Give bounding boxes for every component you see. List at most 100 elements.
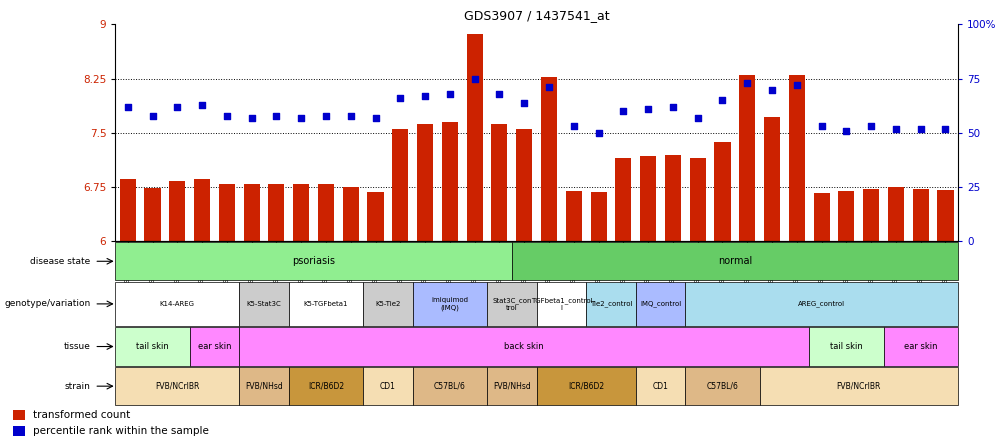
Bar — [565, 191, 581, 242]
Bar — [367, 191, 383, 242]
Text: imiquimod
(IMQ): imiquimod (IMQ) — [431, 297, 468, 311]
Point — [269, 112, 285, 119]
Bar — [590, 192, 606, 242]
Bar — [412, 282, 487, 326]
Bar — [738, 75, 755, 242]
Point — [466, 75, 482, 82]
Bar — [243, 184, 260, 242]
Bar — [318, 183, 334, 242]
Bar — [540, 77, 556, 242]
Text: K14-AREG: K14-AREG — [159, 301, 194, 307]
Text: back skin: back skin — [504, 342, 543, 351]
Text: FVB/NCrIBR: FVB/NCrIBR — [836, 382, 880, 391]
Point — [614, 108, 630, 115]
Point — [169, 103, 185, 111]
Bar — [363, 367, 412, 405]
Bar — [684, 282, 957, 326]
Text: strain: strain — [64, 382, 90, 391]
Point — [491, 90, 507, 97]
Bar — [417, 124, 433, 242]
Point — [516, 99, 532, 106]
Bar — [119, 178, 135, 242]
Text: FVB/NHsd: FVB/NHsd — [244, 382, 283, 391]
Text: ear skin: ear skin — [903, 342, 937, 351]
Text: tail skin: tail skin — [136, 342, 168, 351]
Bar — [585, 282, 635, 326]
Bar — [639, 156, 655, 242]
Point — [689, 114, 705, 121]
Text: FVB/NCrIBR: FVB/NCrIBR — [155, 382, 199, 391]
Bar — [684, 367, 759, 405]
Text: AREG_control: AREG_control — [798, 301, 845, 307]
Point — [343, 112, 359, 119]
Text: percentile rank within the sample: percentile rank within the sample — [33, 426, 208, 436]
Point — [912, 125, 928, 132]
Text: TGFbeta1_control
l: TGFbeta1_control l — [530, 297, 591, 311]
Text: ICR/B6D2: ICR/B6D2 — [567, 382, 603, 391]
Bar — [269, 183, 285, 242]
Bar — [635, 367, 684, 405]
Bar — [289, 367, 363, 405]
Text: tail skin: tail skin — [829, 342, 862, 351]
Bar — [289, 282, 363, 326]
Point — [392, 95, 408, 102]
Bar — [809, 328, 883, 365]
Text: IMQ_control: IMQ_control — [639, 301, 680, 307]
Bar — [193, 178, 210, 242]
Bar — [115, 328, 189, 365]
Text: ear skin: ear skin — [197, 342, 231, 351]
Title: GDS3907 / 1437541_at: GDS3907 / 1437541_at — [463, 9, 609, 22]
Bar — [813, 193, 829, 242]
Bar — [189, 328, 239, 365]
Bar — [392, 129, 408, 242]
Bar — [912, 189, 928, 242]
Bar — [115, 282, 239, 326]
Text: C57BL/6: C57BL/6 — [705, 382, 737, 391]
Point — [119, 103, 135, 111]
Bar — [536, 282, 585, 326]
Bar — [239, 282, 289, 326]
Bar — [516, 129, 532, 242]
Bar — [169, 182, 185, 242]
Text: normal: normal — [717, 256, 752, 266]
Bar — [614, 158, 631, 242]
Bar — [487, 367, 536, 405]
Text: Tie2_control: Tie2_control — [589, 301, 631, 307]
Text: Stat3C_con
trol: Stat3C_con trol — [492, 297, 531, 311]
Bar — [12, 426, 25, 436]
Bar — [764, 117, 780, 242]
Point — [218, 112, 234, 119]
Bar — [12, 410, 25, 420]
Text: C57BL/6: C57BL/6 — [434, 382, 465, 391]
Point — [367, 114, 383, 121]
Bar — [635, 282, 684, 326]
Bar — [293, 184, 309, 242]
Point — [565, 123, 581, 130]
Text: ICR/B6D2: ICR/B6D2 — [308, 382, 344, 391]
Bar — [491, 124, 507, 242]
Bar — [412, 367, 487, 405]
Text: genotype/variation: genotype/variation — [4, 299, 90, 309]
Point — [144, 112, 160, 119]
Point — [243, 114, 260, 121]
Point — [442, 90, 458, 97]
Bar — [759, 367, 957, 405]
Text: CD1: CD1 — [652, 382, 667, 391]
Bar — [862, 189, 879, 242]
Bar — [115, 367, 239, 405]
Point — [937, 125, 953, 132]
Point — [764, 86, 780, 93]
Bar — [239, 367, 289, 405]
Text: K5-Tie2: K5-Tie2 — [375, 301, 400, 307]
Text: disease state: disease state — [30, 257, 90, 266]
Bar — [343, 187, 359, 242]
Text: tissue: tissue — [63, 342, 90, 351]
Bar — [144, 188, 160, 242]
Bar — [218, 183, 234, 242]
Text: psoriasis: psoriasis — [292, 256, 335, 266]
Point — [813, 123, 829, 130]
Text: FVB/NHsd: FVB/NHsd — [492, 382, 530, 391]
Bar — [664, 155, 680, 242]
Bar — [713, 142, 729, 242]
Point — [193, 101, 209, 108]
